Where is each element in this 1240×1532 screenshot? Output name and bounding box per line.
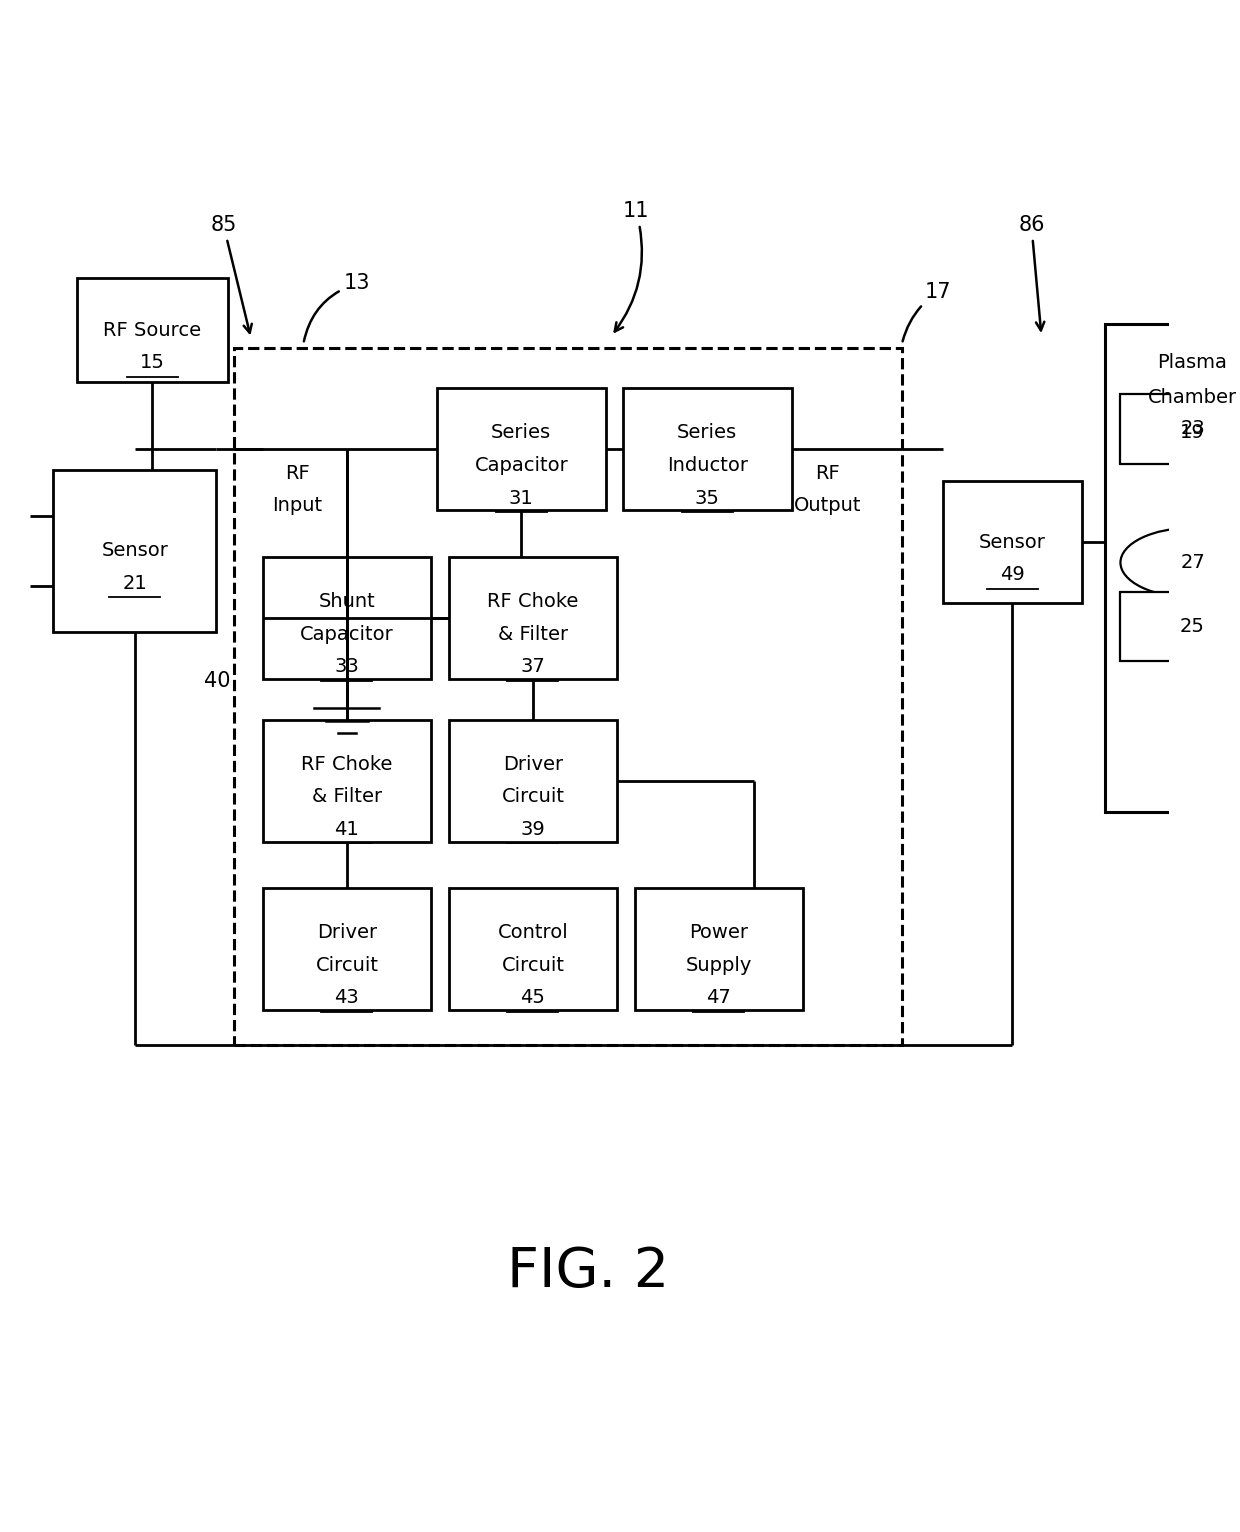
Text: 35: 35	[694, 489, 719, 507]
Text: 33: 33	[335, 657, 360, 676]
Text: 15: 15	[140, 354, 165, 372]
Text: & Filter: & Filter	[497, 625, 568, 643]
Bar	[449, 720, 618, 841]
Text: Capacitor: Capacitor	[475, 457, 568, 475]
Bar	[942, 481, 1083, 604]
Bar	[1105, 325, 1240, 812]
Text: Inductor: Inductor	[667, 457, 748, 475]
Text: 85: 85	[211, 216, 252, 332]
Bar	[263, 889, 432, 1010]
Text: & Filter: & Filter	[312, 787, 382, 806]
Text: 45: 45	[521, 988, 546, 1008]
Text: 17: 17	[903, 282, 951, 342]
Text: 11: 11	[615, 201, 650, 331]
Text: RF Source: RF Source	[103, 320, 201, 340]
Text: Sensor: Sensor	[102, 541, 169, 561]
Text: Shunt: Shunt	[319, 591, 376, 611]
Text: 19: 19	[1180, 423, 1205, 441]
Text: 37: 37	[521, 657, 546, 676]
Text: RF Choke: RF Choke	[301, 755, 393, 774]
Text: 23: 23	[1180, 420, 1205, 438]
Text: 43: 43	[335, 988, 360, 1008]
Text: 86: 86	[1018, 216, 1044, 331]
Text: FIG. 2: FIG. 2	[507, 1244, 670, 1299]
Text: Driver: Driver	[317, 924, 377, 942]
Text: Series: Series	[677, 423, 738, 443]
Bar	[263, 720, 432, 841]
Bar	[53, 470, 216, 633]
Text: 47: 47	[707, 988, 732, 1008]
Text: 25: 25	[1180, 617, 1205, 636]
Text: Driver: Driver	[503, 755, 563, 774]
Text: 40: 40	[203, 671, 231, 691]
Text: Capacitor: Capacitor	[300, 625, 394, 643]
Text: Circuit: Circuit	[315, 956, 378, 974]
Text: Power: Power	[689, 924, 749, 942]
Bar	[1121, 394, 1240, 464]
Text: 31: 31	[508, 489, 533, 507]
Text: Plasma: Plasma	[1158, 354, 1228, 372]
Bar	[233, 348, 901, 1045]
Text: RF: RF	[285, 464, 310, 483]
Text: 13: 13	[304, 273, 371, 342]
Text: Circuit: Circuit	[501, 956, 564, 974]
Text: RF: RF	[815, 464, 839, 483]
Bar	[449, 889, 618, 1010]
Text: Circuit: Circuit	[501, 787, 564, 806]
Ellipse shape	[1121, 527, 1240, 597]
Text: 41: 41	[335, 820, 360, 840]
Bar	[263, 556, 432, 679]
Bar	[1121, 591, 1240, 662]
Text: Chamber: Chamber	[1148, 388, 1238, 408]
Text: Sensor: Sensor	[978, 533, 1045, 552]
Bar	[622, 388, 791, 510]
Bar	[436, 388, 605, 510]
Text: 27: 27	[1180, 553, 1205, 571]
Text: 49: 49	[999, 565, 1024, 584]
Bar	[635, 889, 804, 1010]
Text: 39: 39	[521, 820, 546, 840]
Text: Input: Input	[273, 496, 322, 515]
Text: Output: Output	[794, 496, 862, 515]
Bar	[449, 556, 618, 679]
Bar	[77, 277, 228, 383]
Text: RF Choke: RF Choke	[487, 591, 579, 611]
Text: Control: Control	[497, 924, 568, 942]
Text: 21: 21	[123, 574, 148, 593]
Text: Series: Series	[491, 423, 552, 443]
Text: Supply: Supply	[686, 956, 751, 974]
